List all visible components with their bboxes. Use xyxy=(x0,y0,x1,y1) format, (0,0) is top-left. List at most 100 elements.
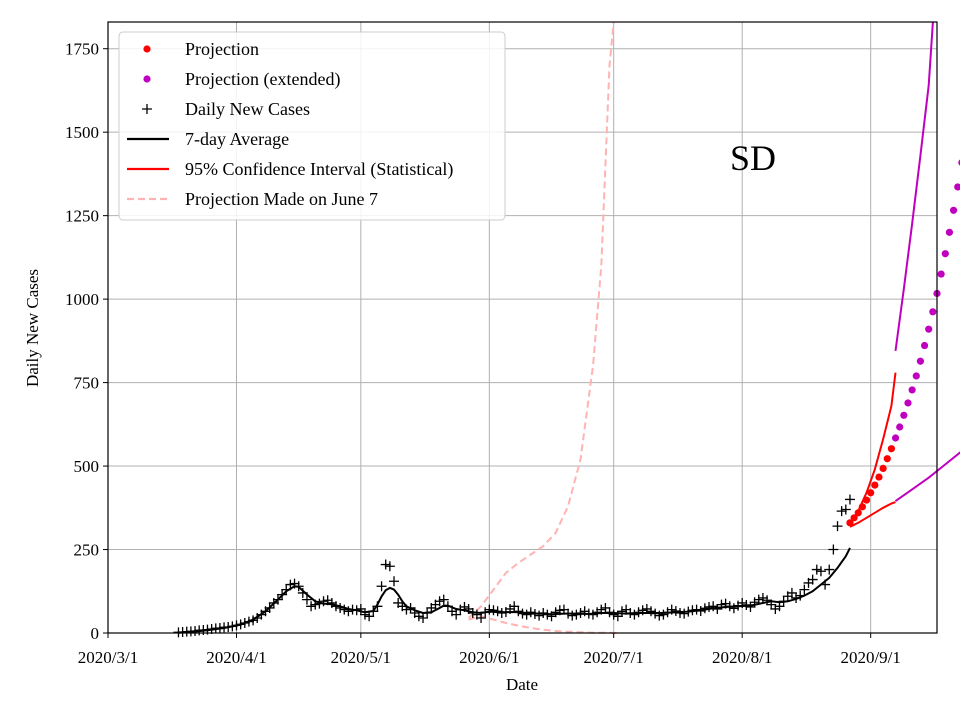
daily-case-marker xyxy=(600,602,611,613)
daily-case-marker xyxy=(645,606,656,617)
y-tick-label: 1250 xyxy=(65,207,99,226)
daily-case-marker xyxy=(679,608,690,619)
daily-case-marker xyxy=(534,610,545,621)
projection-extended-point xyxy=(908,386,916,394)
daily-case-marker xyxy=(364,611,375,622)
legend: Projection Projection (extended) Daily New… xyxy=(118,31,506,221)
y-tick-label: 1500 xyxy=(65,123,99,142)
daily-case-marker xyxy=(757,592,768,603)
projection-extended-point xyxy=(929,308,937,316)
legend-box xyxy=(118,31,506,221)
daily-case-marker xyxy=(824,564,835,575)
legend-label: Projection Made on June 7 xyxy=(185,189,378,209)
projection-point xyxy=(846,519,854,527)
y-tick-label: 250 xyxy=(74,541,100,560)
daily-case-marker xyxy=(418,612,429,623)
y-axis-label: Daily New Cases xyxy=(23,269,42,387)
daily-case-marker xyxy=(670,605,681,616)
daily-case-marker xyxy=(629,609,640,620)
daily-case-marker xyxy=(384,561,395,572)
daily-case-marker xyxy=(608,609,619,620)
confidence-interval-extended-lower xyxy=(894,451,960,502)
daily-case-marker xyxy=(546,611,557,622)
projection-extended-point xyxy=(949,206,958,214)
projection-extended-point xyxy=(916,357,925,365)
projection-extended-point xyxy=(954,183,960,191)
daily-case-marker xyxy=(799,584,810,595)
seven-day-average-line xyxy=(178,547,851,634)
daily-case-marker xyxy=(509,601,520,612)
x-tick-label: 2020/4/1 xyxy=(206,648,266,667)
daily-case-marker xyxy=(745,601,756,612)
daily-case-marker xyxy=(844,494,855,505)
daily-case-marker xyxy=(840,504,851,515)
projection-point xyxy=(871,481,879,489)
legend-label: Projection xyxy=(185,39,259,59)
daily-case-marker xyxy=(770,603,781,614)
projection-extended-point xyxy=(941,250,949,258)
legend-swatch xyxy=(142,104,152,114)
projection-extended-point xyxy=(891,434,900,442)
legend-label: 7-day Average xyxy=(185,129,289,149)
daily-case-marker xyxy=(380,559,391,570)
legend-swatch xyxy=(143,75,151,83)
daily-case-marker xyxy=(376,581,387,592)
y-tick-label: 750 xyxy=(74,374,100,393)
y-tick-label: 1750 xyxy=(65,40,99,59)
daily-case-marker xyxy=(832,521,843,532)
daily-case-marker xyxy=(318,596,329,607)
legend-swatch xyxy=(143,45,151,53)
daily-case-marker xyxy=(828,544,839,555)
x-tick-label: 2020/7/1 xyxy=(583,648,643,667)
daily-case-marker xyxy=(389,576,400,587)
x-tick-label: 2020/5/1 xyxy=(331,648,391,667)
grid-lines xyxy=(107,22,937,634)
daily-case-marker xyxy=(306,601,317,612)
x-tick-label: 2020/3/1 xyxy=(78,648,138,667)
y-tick-label: 0 xyxy=(91,624,100,643)
state-label: SD xyxy=(730,138,776,178)
axis-ticks: 2020/3/1 2020/4/1 2020/5/1 2020/6/1 2020/7/1… xyxy=(65,40,901,667)
projection-point xyxy=(850,514,858,522)
daily-case-marker xyxy=(811,564,822,575)
projection-extended-point xyxy=(900,411,908,419)
daily-case-marker xyxy=(434,596,445,607)
daily-case-marker xyxy=(476,612,487,623)
daily-case-marker xyxy=(550,607,561,618)
daily-case-marker xyxy=(708,601,719,612)
projection-point xyxy=(858,503,866,511)
projection-extended-point xyxy=(912,372,920,380)
daily-case-marker xyxy=(836,506,847,517)
legend-label: 95% Confidence Interval (Statistical) xyxy=(185,159,453,180)
daily-case-marker xyxy=(567,610,578,621)
daily-case-marker xyxy=(786,587,797,598)
y-tick-label: 500 xyxy=(74,457,100,476)
daily-case-marker xyxy=(815,566,826,577)
projection-extended-point xyxy=(945,228,954,236)
daily-case-marker xyxy=(728,603,739,614)
daily-case-marker xyxy=(438,594,449,605)
confidence-interval-extended-upper xyxy=(894,21,934,352)
daily-case-marker xyxy=(807,574,818,585)
projection-extended-point xyxy=(925,325,933,333)
daily-case-marker xyxy=(488,605,499,616)
daily-case-marker xyxy=(451,609,462,620)
projection-point xyxy=(875,473,883,481)
projection-extended-point xyxy=(937,270,945,278)
daily-case-marker xyxy=(762,595,773,606)
daily-case-marker xyxy=(413,611,424,622)
projection-point xyxy=(862,496,871,504)
projection-point xyxy=(887,445,896,453)
x-tick-label: 2020/6/1 xyxy=(459,648,519,667)
x-tick-label: 2020/9/1 xyxy=(840,648,900,667)
june7-projection-lower xyxy=(468,615,618,634)
series-layer xyxy=(173,21,960,638)
legend-label: Daily New Cases xyxy=(185,99,310,119)
legend-label: Projection (extended) xyxy=(185,69,340,90)
confidence-interval-lower xyxy=(849,501,896,528)
projection-extended-point xyxy=(904,399,912,407)
daily-case-marker xyxy=(658,609,669,620)
x-axis-label: Date xyxy=(506,675,538,694)
projection-point xyxy=(883,455,891,463)
